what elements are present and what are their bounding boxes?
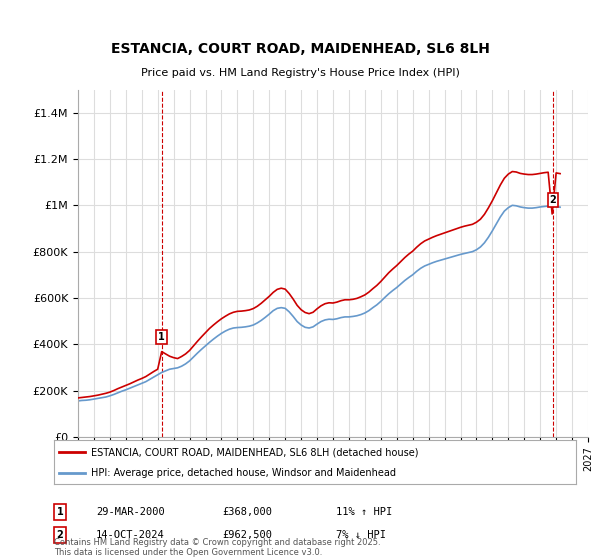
Text: 2: 2 xyxy=(550,195,556,205)
Text: Price paid vs. HM Land Registry's House Price Index (HPI): Price paid vs. HM Land Registry's House … xyxy=(140,68,460,78)
Text: ESTANCIA, COURT ROAD, MAIDENHEAD, SL6 8LH: ESTANCIA, COURT ROAD, MAIDENHEAD, SL6 8L… xyxy=(110,42,490,56)
Text: 11% ↑ HPI: 11% ↑ HPI xyxy=(336,507,392,517)
Text: ESTANCIA, COURT ROAD, MAIDENHEAD, SL6 8LH (detached house): ESTANCIA, COURT ROAD, MAIDENHEAD, SL6 8L… xyxy=(91,447,418,457)
Text: £962,500: £962,500 xyxy=(222,530,272,540)
Text: 2: 2 xyxy=(56,530,64,540)
Text: 1: 1 xyxy=(158,333,165,342)
Text: 14-OCT-2024: 14-OCT-2024 xyxy=(96,530,165,540)
Text: 29-MAR-2000: 29-MAR-2000 xyxy=(96,507,165,517)
Text: 7% ↓ HPI: 7% ↓ HPI xyxy=(336,530,386,540)
Text: HPI: Average price, detached house, Windsor and Maidenhead: HPI: Average price, detached house, Wind… xyxy=(91,468,395,478)
Text: £368,000: £368,000 xyxy=(222,507,272,517)
Text: 1: 1 xyxy=(56,507,64,517)
Text: Contains HM Land Registry data © Crown copyright and database right 2025.
This d: Contains HM Land Registry data © Crown c… xyxy=(54,538,380,557)
